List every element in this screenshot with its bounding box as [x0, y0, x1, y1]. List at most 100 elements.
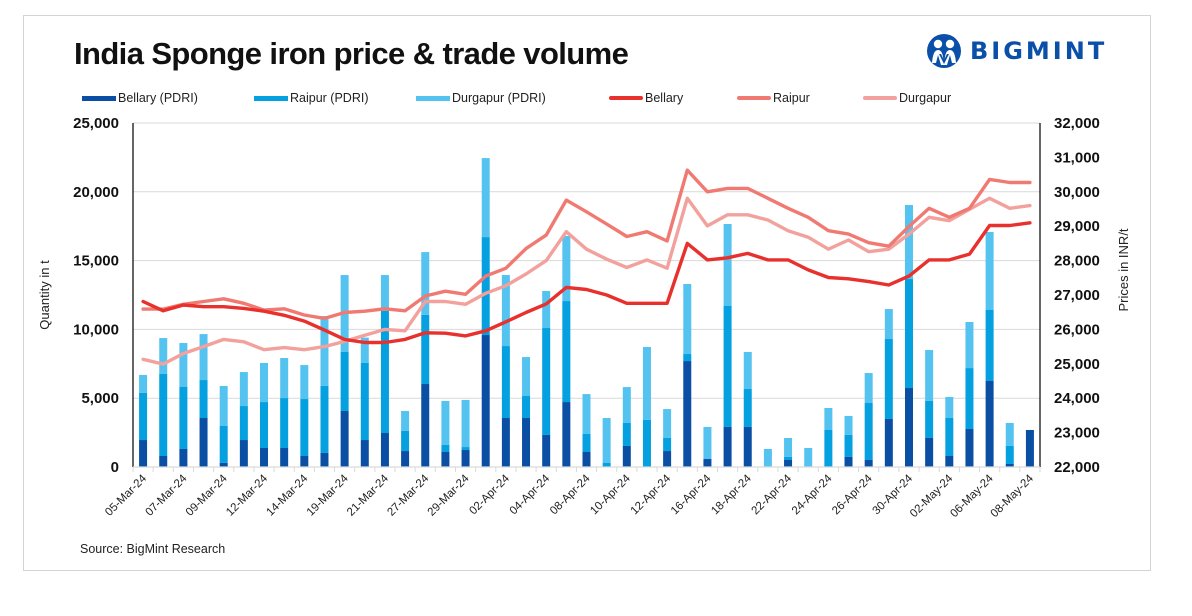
y2-tick-label: 25,000 — [1054, 356, 1100, 373]
bar-raipur-volume — [884, 339, 893, 419]
bar-durgapur-volume — [784, 437, 793, 457]
y-tick-label: 20,000 — [73, 184, 119, 201]
bar-bellary-volume — [380, 433, 389, 467]
bar-raipur-volume — [159, 373, 168, 456]
bar-raipur-volume — [562, 301, 571, 403]
bar-durgapur-volume — [844, 415, 853, 435]
bar-durgapur-volume — [884, 309, 893, 340]
legend-swatch — [254, 95, 288, 101]
bar-bellary-volume — [542, 434, 551, 467]
bigmint-people-icon — [927, 34, 961, 68]
bar-raipur-volume — [824, 429, 833, 467]
chart-frame — [23, 15, 1151, 571]
bar-bellary-volume — [421, 384, 430, 467]
right-axis-title: Prices in INR/t — [1116, 228, 1131, 311]
x-tick-label: 08-Apr-24 — [548, 472, 593, 517]
bar-durgapur-volume — [642, 347, 651, 420]
bar-durgapur-volume — [804, 448, 813, 467]
x-axis-ticks: 05-Mar-2407-Mar-2409-Mar-2412-Mar-2414-M… — [103, 472, 1036, 520]
bar-durgapur-volume — [179, 343, 188, 387]
bar-raipur-volume — [139, 392, 148, 441]
bar-raipur-volume — [945, 418, 954, 456]
x-tick-label: 05-Mar-24 — [103, 472, 149, 518]
legend-swatch — [737, 96, 771, 100]
bar-durgapur-volume — [925, 350, 934, 401]
bar-raipur-volume — [179, 386, 188, 449]
bar-bellary-volume — [683, 361, 692, 467]
bar-raipur-volume — [380, 310, 389, 434]
bar-durgapur-volume — [965, 321, 974, 369]
y-tick-label: 5,000 — [81, 390, 119, 407]
y2-tick-label: 29,000 — [1054, 218, 1100, 235]
bar-durgapur-volume — [562, 235, 571, 302]
bar-durgapur-volume — [159, 338, 168, 374]
bar-durgapur-volume — [380, 275, 389, 311]
bar-raipur-volume — [743, 388, 752, 427]
bar-durgapur-volume — [320, 316, 329, 386]
bar-raipur-volume — [542, 328, 551, 435]
y-tick-label: 15,000 — [73, 253, 119, 270]
bar-durgapur-volume — [501, 275, 510, 347]
bar-bellary-volume — [784, 459, 793, 467]
bar-raipur-volume — [481, 237, 490, 336]
line-raipur-price — [141, 168, 1032, 321]
chart-legend: Bellary (PDRI) Raipur (PDRI) Durgapur (P… — [0, 91, 1192, 107]
source-note: Source: BigMint Research — [80, 542, 226, 556]
bar-raipur-volume — [663, 437, 672, 452]
brand-logo: BIGMINT — [926, 33, 1107, 69]
legend-label: Durgapur (PDRI) — [452, 91, 546, 105]
bar-bellary-volume — [280, 448, 289, 467]
x-tick-label: 22-Apr-24 — [750, 472, 795, 517]
bar-durgapur-volume — [1005, 422, 1014, 446]
bar-durgapur-volume — [260, 362, 269, 403]
bar-raipur-volume — [461, 447, 470, 450]
y2-tick-label: 30,000 — [1054, 184, 1100, 201]
right-axis-ticks: 22,000 23,000 24,000 25,000 26,000 27,000 28,0… — [1054, 115, 1100, 476]
stacked-bars — [139, 158, 1034, 467]
legend-label: Raipur — [773, 91, 810, 105]
bar-bellary-volume — [703, 459, 712, 467]
bar-bellary-volume — [219, 462, 228, 467]
bar-raipur-volume — [622, 422, 631, 446]
legend-label: Durgapur — [899, 91, 952, 105]
bar-bellary-volume — [884, 418, 893, 467]
bar-bellary-volume — [199, 418, 208, 467]
bar-bellary-volume — [622, 445, 631, 467]
x-tick-label: 02-Apr-24 — [467, 472, 512, 517]
left-axis-title: Quantity in t — [37, 260, 52, 330]
bar-raipur-volume — [925, 400, 934, 438]
bar-durgapur-volume — [703, 426, 712, 460]
legend-swatch — [416, 95, 450, 101]
x-tick-label: 12-Apr-24 — [629, 472, 674, 517]
bar-raipur-volume — [642, 419, 651, 467]
bar-raipur-volume — [985, 309, 994, 381]
bar-bellary-volume — [340, 410, 349, 467]
bar-bellary-volume — [945, 455, 954, 467]
bar-bellary-volume — [179, 448, 188, 467]
left-axis-ticks: 0 5,000 10,000 15,000 20,000 25,000 — [73, 115, 119, 476]
bar-raipur-volume — [683, 354, 692, 362]
bar-durgapur-volume — [945, 396, 954, 419]
bar-durgapur-volume — [763, 448, 772, 467]
bar-raipur-volume — [723, 306, 732, 427]
x-tick-label: 09-Mar-24 — [184, 472, 230, 518]
bar-durgapur-volume — [300, 365, 309, 400]
bar-durgapur-volume — [663, 409, 672, 438]
legend-item-raipur-pdri: Raipur (PDRI) — [254, 91, 369, 105]
bar-raipur-volume — [501, 346, 510, 419]
bar-raipur-volume — [1005, 445, 1014, 464]
bar-durgapur-volume — [441, 400, 450, 445]
bar-durgapur-volume — [239, 372, 248, 407]
bar-raipur-volume — [421, 314, 430, 385]
x-tick-label: 21-Mar-24 — [345, 472, 391, 518]
bar-bellary-volume — [864, 459, 873, 467]
y-tick-label: 0 — [111, 459, 119, 476]
legend-item-durgapur-price: Durgapur — [863, 91, 951, 105]
legend-item-bellary-pdri: Bellary (PDRI) — [82, 91, 198, 105]
bar-raipur-volume — [300, 399, 309, 456]
bar-bellary-volume — [1025, 429, 1034, 467]
bar-bellary-volume — [562, 402, 571, 467]
bar-durgapur-volume — [280, 358, 289, 399]
bar-durgapur-volume — [985, 231, 994, 310]
